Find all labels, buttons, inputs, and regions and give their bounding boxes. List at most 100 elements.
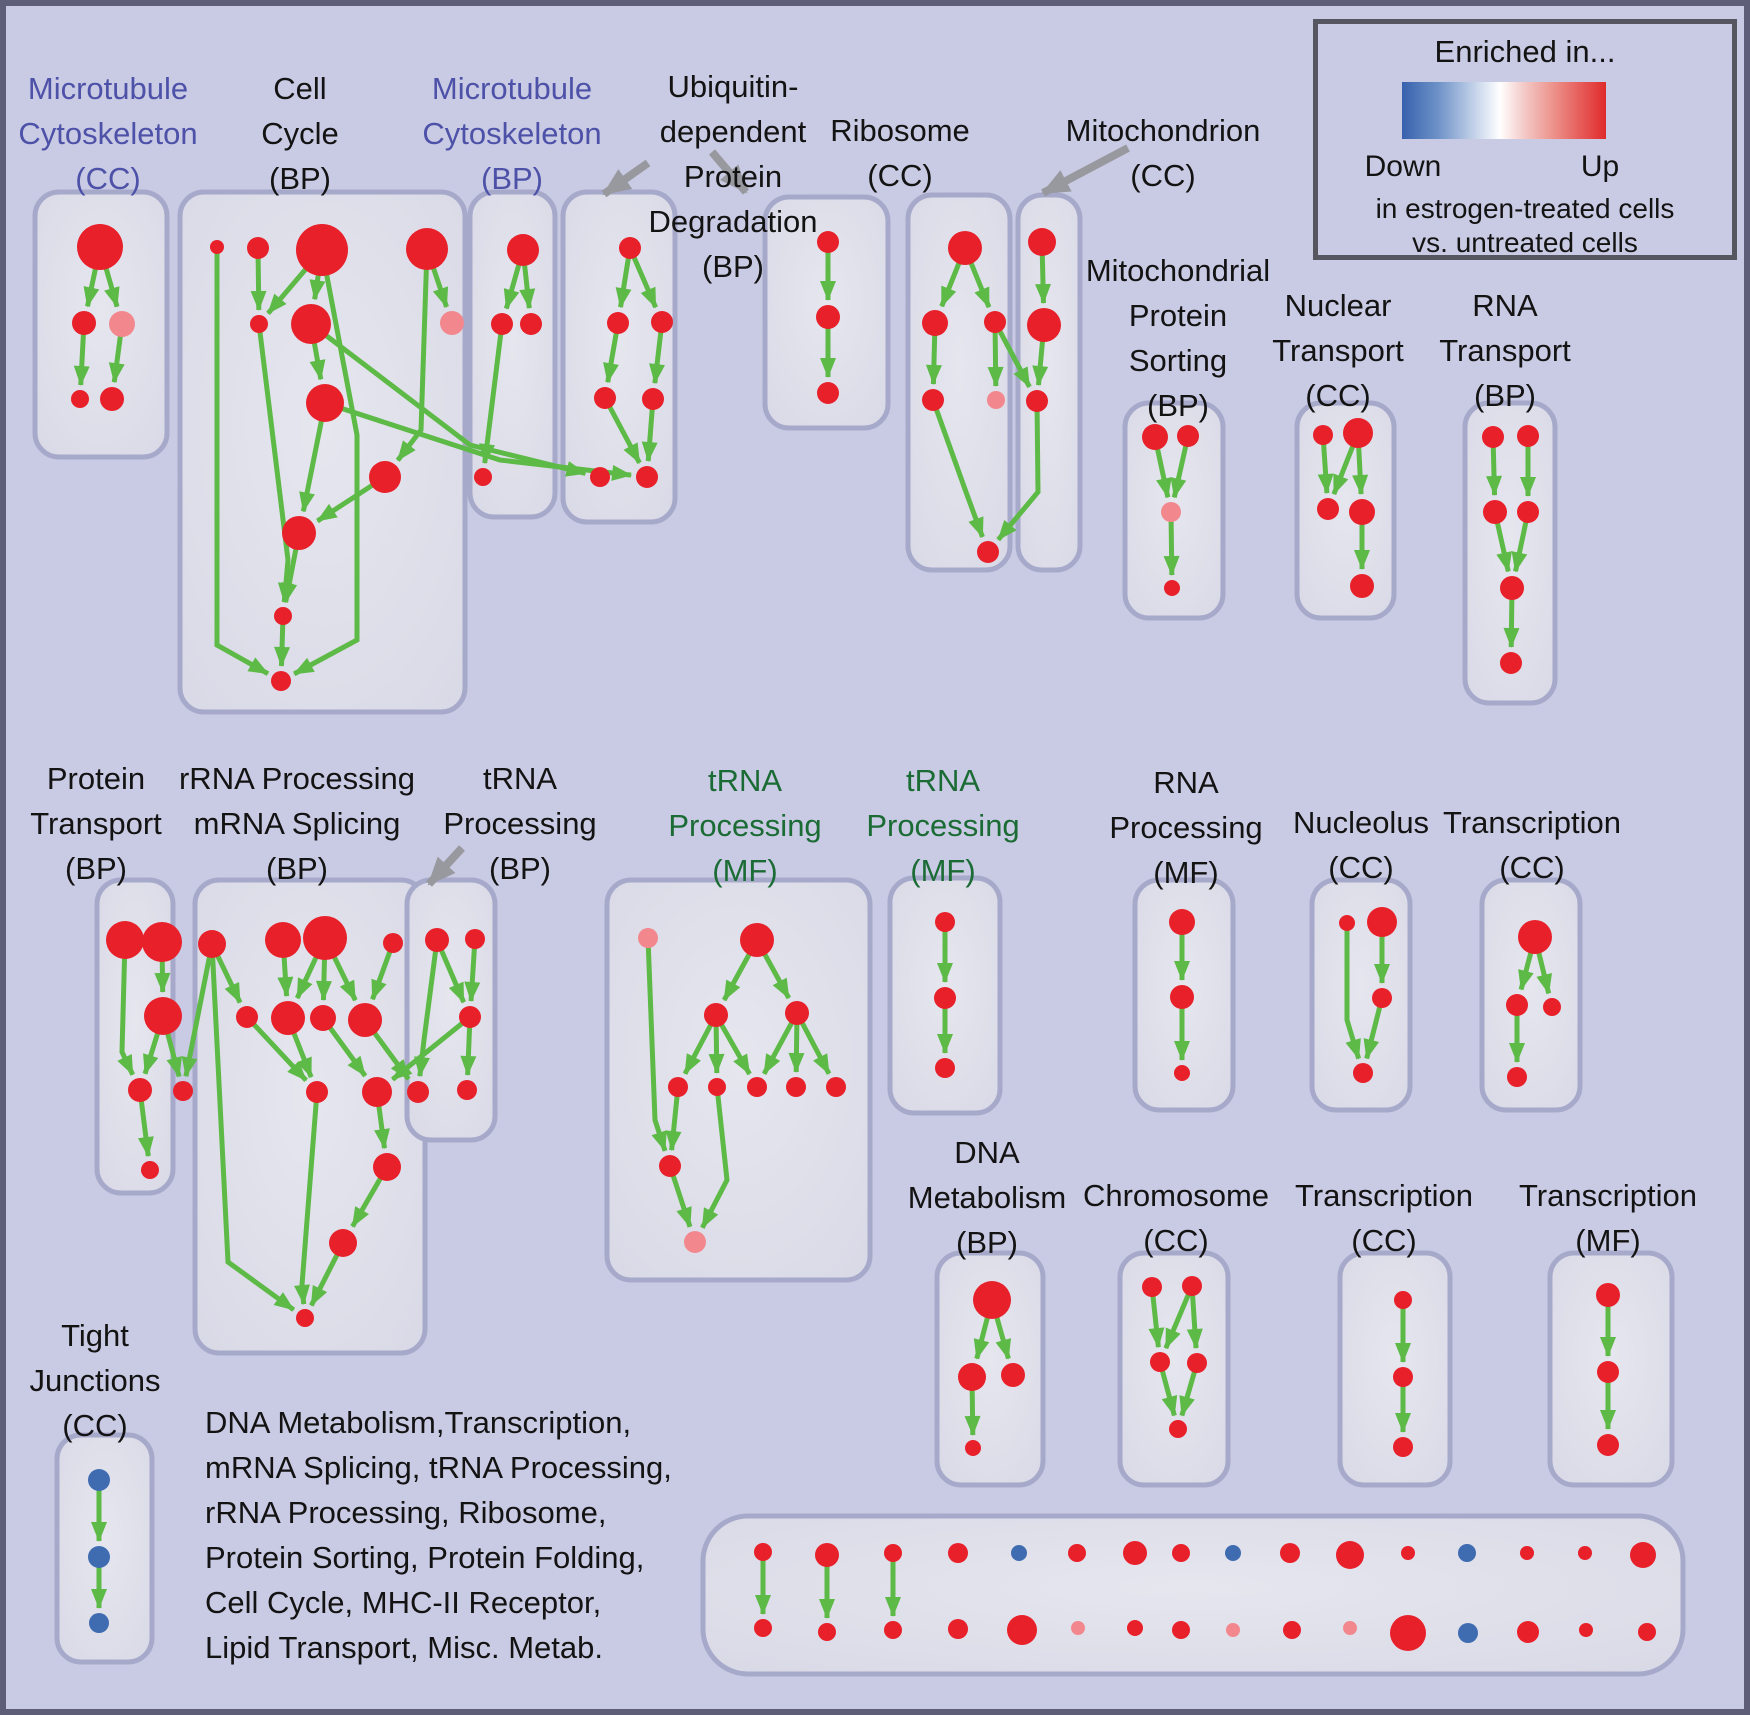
edge-trnabp-a-b1 bbox=[414, 939, 440, 1078]
node-trnamf1-c5 bbox=[826, 1077, 846, 1097]
node-misc-c10t bbox=[1280, 1543, 1300, 1563]
node-trnamf1-p bbox=[638, 928, 658, 948]
cluster-label-mtcc: Microtubule Cytoskeleton (CC) bbox=[18, 71, 198, 196]
edge-mtbp-B-Dd bbox=[479, 323, 505, 465]
node-mtcc-e bbox=[100, 387, 124, 411]
cluster-label-ubq: Ubiquitin- dependent Protein Degradation… bbox=[648, 69, 818, 284]
node-misc-c8t bbox=[1172, 1544, 1190, 1562]
edge-mps-p-c bbox=[1163, 511, 1180, 577]
node-misc-c2b bbox=[818, 1623, 836, 1641]
node-misc-c7b bbox=[1127, 1620, 1143, 1636]
node-prottrans-c bbox=[144, 997, 182, 1035]
node-transccc2-c bbox=[1393, 1437, 1413, 1457]
cross-edge-cellcycle.B1-ubq.b2 bbox=[324, 400, 633, 481]
cluster-label-mtbp: Microtubule Cytoskeleton (BP) bbox=[422, 71, 602, 196]
label-pointer-arrow-0 bbox=[601, 159, 651, 198]
edge-chromosome-tr-mr bbox=[1186, 1285, 1203, 1350]
node-transccc1-mr bbox=[1543, 998, 1561, 1016]
edge-rrna-t1-bot bbox=[209, 943, 296, 1312]
node-rrna-w bbox=[329, 1229, 357, 1257]
node-misc-c6t bbox=[1068, 1544, 1086, 1562]
label-pointer-arrow-2 bbox=[1041, 144, 1130, 197]
node-rnatrans-tr bbox=[1517, 425, 1539, 447]
cluster-label-mps: Mitochondrial Protein Sorting (BP) bbox=[1085, 253, 1271, 423]
node-tightjunc-b bbox=[88, 1546, 110, 1568]
edge-ubq-l1-b2 bbox=[602, 396, 642, 465]
edge-ribosome-Dn-F bbox=[930, 399, 985, 538]
node-rrna-q bbox=[373, 1153, 401, 1181]
node-misc-c1b bbox=[754, 1619, 772, 1637]
node-trnamf1-A bbox=[740, 923, 774, 957]
node-ubq-m1 bbox=[607, 312, 629, 334]
node-mtcc-b bbox=[72, 311, 96, 335]
node-prottrans-a bbox=[106, 921, 144, 959]
node-rrna-m2 bbox=[271, 1001, 305, 1035]
node-cellcycle-B1 bbox=[306, 384, 344, 422]
node-misc-c6b bbox=[1071, 1621, 1085, 1635]
edge-rrna-l1-bot bbox=[294, 1091, 320, 1306]
node-nucleolus-b bbox=[1353, 1063, 1373, 1083]
node-trnamf2-c bbox=[935, 1058, 955, 1078]
node-mito-big bbox=[1027, 308, 1061, 342]
node-trnabp-b1 bbox=[407, 1081, 429, 1103]
node-nuctrans-mr bbox=[1349, 499, 1375, 525]
misc-categories-text: DNA Metabolism,Transcription, mRNA Splic… bbox=[205, 1405, 672, 1665]
node-rnatrans-b bbox=[1500, 652, 1522, 674]
cluster-label-nucleolus: Nucleolus (CC) bbox=[1292, 805, 1430, 885]
node-mtbp-A bbox=[507, 234, 539, 266]
node-dnametab-b bbox=[965, 1440, 981, 1456]
node-misc-c3b bbox=[884, 1621, 902, 1639]
node-rrna-t2 bbox=[265, 922, 301, 958]
node-ribosome-C bbox=[984, 311, 1006, 333]
cluster-label-dnametab: DNA Metabolism (BP) bbox=[907, 1135, 1067, 1260]
node-rrna-l2 bbox=[362, 1077, 392, 1107]
node-ribosome-A bbox=[948, 231, 982, 265]
node-rrna-l1 bbox=[306, 1081, 328, 1103]
node-misc-c14b bbox=[1517, 1621, 1539, 1643]
node-trnamf1-c1 bbox=[668, 1077, 688, 1097]
edge-prottrans-a-d bbox=[117, 939, 135, 1076]
cluster-box-transccc2 bbox=[1337, 1250, 1453, 1488]
node-mps-c bbox=[1164, 580, 1180, 596]
node-chromosome-b bbox=[1169, 1420, 1187, 1438]
node-rnatrans-mr bbox=[1517, 501, 1539, 523]
legend-down-label: Down bbox=[1364, 150, 1442, 183]
cluster-label-transcmf: Transcription (MF) bbox=[1518, 1178, 1698, 1258]
node-tightjunc-c bbox=[89, 1613, 109, 1633]
edge-rrna-m1-l1 bbox=[245, 1015, 308, 1083]
edge-cellcycle-t1-E bbox=[214, 247, 270, 676]
node-mps-p bbox=[1161, 502, 1181, 522]
legend-title: Enriched in... bbox=[1434, 34, 1616, 69]
node-ubq-l2 bbox=[642, 388, 664, 410]
edge-cellcycle-t4-B2 bbox=[395, 248, 430, 462]
node-chromosome-mr bbox=[1187, 1353, 1207, 1373]
cluster-box-transccc1 bbox=[1479, 877, 1583, 1113]
node-rnaproc-c bbox=[1174, 1065, 1190, 1081]
node-mtbp-Dd bbox=[474, 468, 492, 486]
node-cellcycle-E bbox=[271, 671, 291, 691]
node-rnaproc-b bbox=[1170, 985, 1194, 1009]
legend-gradient-bar bbox=[1402, 82, 1606, 139]
node-rrna-m4 bbox=[348, 1003, 382, 1037]
node-trnamf2-a bbox=[935, 912, 955, 932]
node-cellcycle-m2 bbox=[291, 304, 331, 344]
node-trnabp-b bbox=[465, 929, 485, 949]
node-cellcycle-C bbox=[282, 516, 316, 550]
node-misc-c11b bbox=[1343, 1621, 1357, 1635]
cross-edge-mito.m-ribosome.F bbox=[996, 400, 1041, 542]
label-pointer-arrow-1 bbox=[708, 149, 750, 195]
node-ubq-b2 bbox=[636, 466, 658, 488]
edge-nucleolus-s-b bbox=[1344, 923, 1362, 1060]
node-ubq-t bbox=[619, 237, 641, 259]
node-rrna-t4 bbox=[383, 933, 403, 953]
cluster-label-rnatrans: RNA Transport (BP) bbox=[1439, 288, 1571, 413]
edge-trnabp-b-m bbox=[464, 938, 481, 1003]
cluster-box-nucleolus bbox=[1309, 877, 1413, 1113]
edge-trnamf1-p-d bbox=[645, 937, 668, 1152]
node-trnamf1-c4 bbox=[786, 1077, 806, 1097]
node-misc-c10b bbox=[1283, 1621, 1301, 1639]
node-prottrans-b bbox=[142, 922, 182, 962]
cluster-label-rrna: rRNA Processing mRNA Splicing (BP) bbox=[178, 761, 416, 886]
cluster-label-tightjunc: Tight Junctions (CC) bbox=[29, 1318, 161, 1443]
node-nucleolus-s bbox=[1339, 915, 1355, 931]
